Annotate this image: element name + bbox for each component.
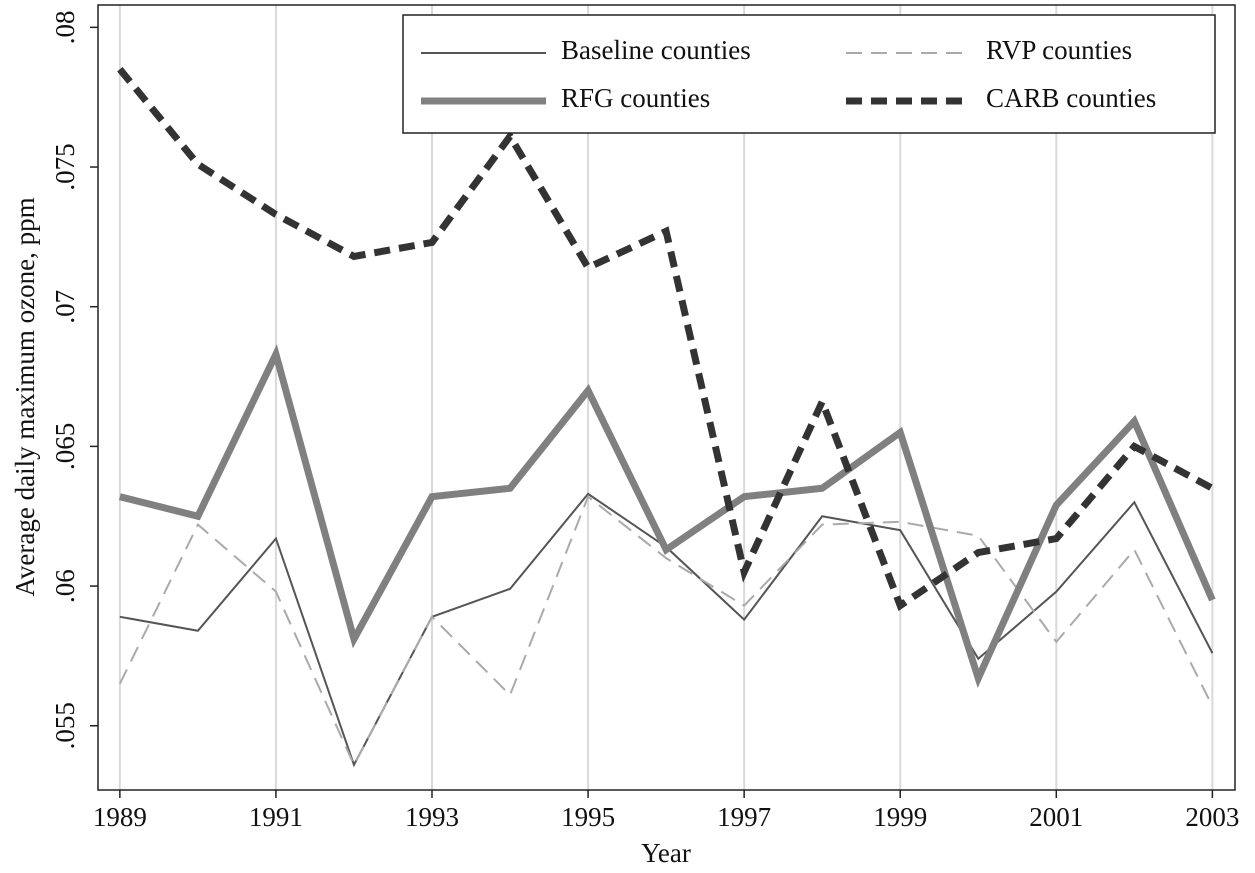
legend-label: Baseline counties xyxy=(561,35,751,65)
legend-box xyxy=(402,14,1216,134)
y-tick-label: .065 xyxy=(50,423,80,470)
x-tick-label: 1995 xyxy=(561,802,615,832)
y-tick-label: .075 xyxy=(50,143,80,190)
data-line xyxy=(117,67,1215,612)
data-line xyxy=(118,344,1216,689)
x-tick-label: 2001 xyxy=(1029,802,1083,832)
y-tick-label: .07 xyxy=(50,290,80,324)
plot-frame xyxy=(97,4,1236,791)
x-tick-label: 1991 xyxy=(249,802,303,832)
x-tick-label: 2003 xyxy=(1185,802,1239,832)
x-tick-label: 1989 xyxy=(93,802,147,832)
legend-label: RFG counties xyxy=(561,83,710,113)
x-tick-label: 1999 xyxy=(873,802,927,832)
y-tick-label: .08 xyxy=(50,10,80,44)
x-tick-label: 1997 xyxy=(717,802,771,832)
data-line xyxy=(119,492,1214,768)
legend-label: RVP counties xyxy=(986,35,1132,65)
x-axis-label: Year xyxy=(641,838,691,868)
data-line xyxy=(118,495,1214,768)
y-axis-label: Average daily maximum ozone, ppm xyxy=(10,197,40,596)
y-tick-label: .055 xyxy=(50,702,80,749)
y-tick-label: .06 xyxy=(50,569,80,603)
legend-label: CARB counties xyxy=(986,83,1156,113)
x-tick-label: 1993 xyxy=(405,802,459,832)
